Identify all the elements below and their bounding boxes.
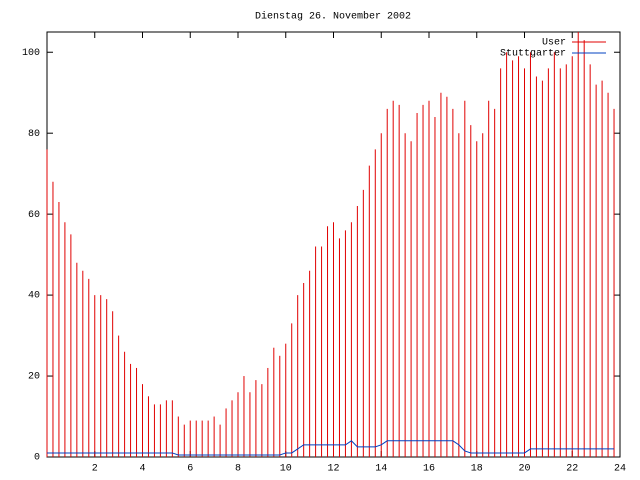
x-tick-label: 20 (518, 464, 530, 475)
legend-label: Stuttgarter (500, 49, 566, 60)
x-tick-label: 22 (566, 464, 578, 475)
x-tick-label: 16 (423, 464, 435, 475)
y-tick-label: 40 (28, 291, 40, 302)
y-tick-label: 100 (22, 48, 40, 59)
y-tick-label: 0 (34, 453, 40, 464)
x-tick-label: 4 (139, 464, 145, 475)
legend-label: User (542, 38, 566, 49)
chart-title: Dienstag 26. November 2002 (255, 11, 411, 23)
x-tick-label: 18 (471, 464, 483, 475)
x-tick-label: 10 (280, 464, 292, 475)
series-line (47, 440, 615, 456)
y-tick-label: 60 (28, 210, 40, 221)
x-tick-label: 6 (187, 464, 193, 475)
y-tick-label: 80 (28, 129, 40, 140)
x-tick-label: 2 (92, 464, 98, 475)
x-tick-label: 12 (327, 464, 339, 475)
x-tick-label: 14 (375, 464, 387, 475)
x-tick-label: 24 (614, 464, 626, 475)
y-tick-label: 20 (28, 372, 40, 383)
x-tick-label: 8 (235, 464, 241, 475)
